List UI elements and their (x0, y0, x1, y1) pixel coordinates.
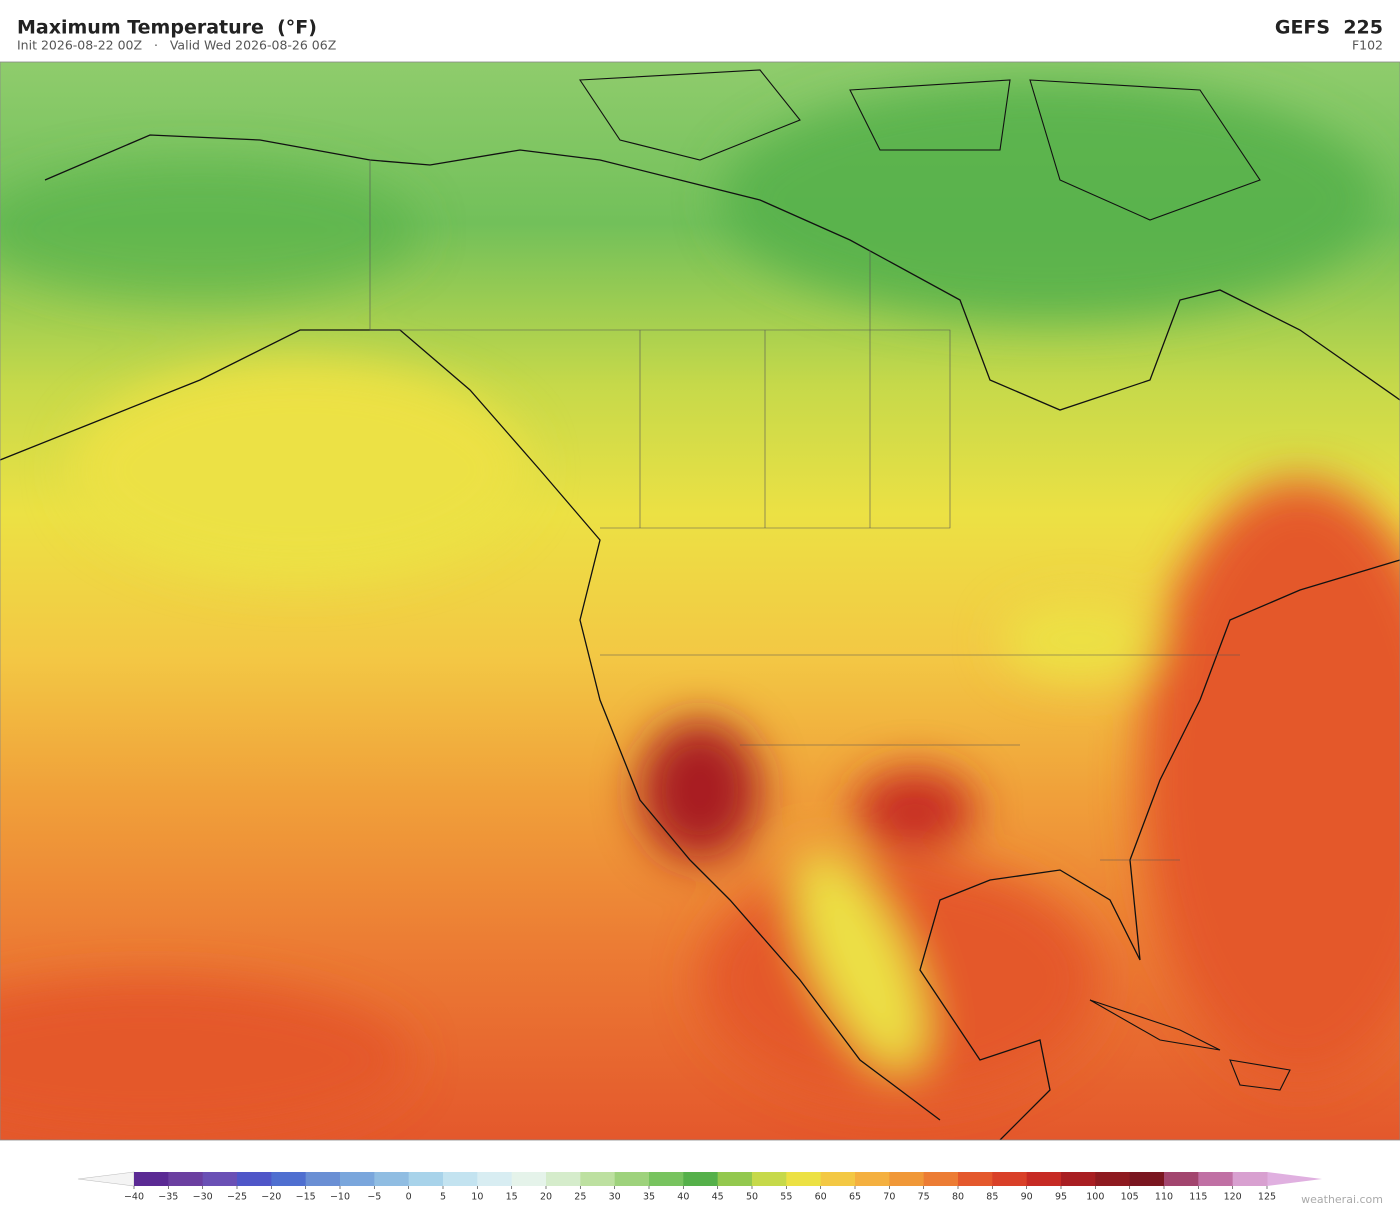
colorbar-segment (1129, 1172, 1165, 1186)
colorbar-tick-label: 25 (574, 1192, 586, 1203)
colorbar-segment (992, 1172, 1028, 1186)
colorbar-tick-label: −30 (193, 1192, 213, 1203)
colorbar-segment (614, 1172, 650, 1186)
colorbar-segment (443, 1172, 478, 1186)
colorbar-tick-label: −5 (367, 1192, 381, 1203)
subtitle: Init 2026-08-22 00Z · Valid Wed 2026-08-… (17, 38, 336, 53)
colorbar-segment (340, 1172, 375, 1186)
colorbar-tick-label: 30 (609, 1192, 621, 1203)
colorbar-tick-label: 75 (918, 1192, 930, 1203)
colorbar-tick-label: 50 (746, 1192, 758, 1203)
colorbar-segment (717, 1172, 753, 1186)
colorbar-tick-label: 35 (643, 1192, 655, 1203)
colorbar-segment (580, 1172, 616, 1186)
colorbar-tick-label: 95 (1055, 1192, 1067, 1203)
colorbar: −40 −35 −30 −25 −20 −15 −10 −5 0 5 10 15 20 25 30 35 40 4… (77, 1171, 1322, 1203)
coastline (0, 134, 1400, 1140)
colorbar-tick-label: 5 (440, 1192, 446, 1203)
colorbar-tick-label: 60 (815, 1192, 827, 1203)
colorbar-segment (855, 1172, 890, 1186)
colorbar-tick-label: 105 (1121, 1192, 1139, 1203)
colorbar-segment (820, 1172, 856, 1186)
islands (579, 69, 1291, 1091)
field-blobs (0, 80, 1400, 1140)
colorbar-tick-label: −10 (330, 1192, 350, 1203)
colorbar-tick-label: 85 (986, 1192, 998, 1203)
colorbar-segment (649, 1172, 684, 1186)
colorbar-tick-label: 70 (883, 1192, 895, 1203)
colorbar-tick-label: −20 (261, 1192, 281, 1203)
colorbar-segment (1026, 1172, 1062, 1186)
colorbar-segment (134, 1172, 169, 1186)
model-label: GEFS 225 (1275, 17, 1383, 39)
colorbar-segment (408, 1172, 444, 1186)
colorbar-segment (511, 1172, 547, 1186)
colorbar-segment (752, 1172, 787, 1186)
colorbar-tick-label: 20 (540, 1192, 552, 1203)
colorbar-tick-label: 65 (849, 1192, 861, 1203)
map-frame (0, 61, 1400, 1141)
colorbar-tick-label: 40 (677, 1192, 689, 1203)
colorbar-tick-label: 100 (1086, 1192, 1104, 1203)
colorbar-segment (683, 1172, 719, 1186)
colorbar-segment (271, 1172, 307, 1186)
borders (369, 160, 1240, 861)
map (0, 62, 1400, 1140)
colorbar-over (1267, 1172, 1322, 1186)
colorbar-tick-label: 125 (1258, 1192, 1276, 1203)
colorbar-segment (889, 1172, 925, 1186)
colorbar-segment (1232, 1172, 1268, 1186)
colorbar-tick-label: 80 (952, 1192, 964, 1203)
colorbar-tick-label: 15 (506, 1192, 518, 1203)
colorbar-tick-label: 55 (780, 1192, 792, 1203)
colorbar-segment (237, 1172, 272, 1186)
colorbar-under (77, 1171, 135, 1187)
colorbar-segment (786, 1172, 822, 1186)
colorbar-tick-label: 115 (1189, 1192, 1207, 1203)
colorbar-tick-label: −25 (227, 1192, 247, 1203)
title: Maximum Temperature (°F) (17, 17, 317, 39)
colorbar-segment (1095, 1172, 1131, 1186)
colorbar-segment (958, 1172, 993, 1186)
colorbar-tick-label: 45 (712, 1192, 724, 1203)
colorbar-tick-label: 0 (406, 1192, 412, 1203)
colorbar-segment (1198, 1172, 1234, 1186)
colorbar-segment (1061, 1172, 1096, 1186)
colorbar-segment (305, 1172, 341, 1186)
colorbar-tick-label: 120 (1224, 1192, 1242, 1203)
colorbar-tick-label: −40 (124, 1192, 144, 1203)
forecast-hour: F102 (1352, 38, 1383, 53)
colorbar-tick-label: 10 (471, 1192, 483, 1203)
colorbar-tick-label: −15 (296, 1192, 316, 1203)
colorbar-segment (1164, 1172, 1199, 1186)
colorbar-segment (923, 1172, 959, 1186)
colorbar-segment (477, 1172, 513, 1186)
colorbar-segment (374, 1172, 410, 1186)
colorbar-segment (202, 1172, 238, 1186)
colorbar-tick-label: 110 (1155, 1192, 1173, 1203)
colorbar-tick-label: 90 (1021, 1192, 1033, 1203)
colorbar-segment (546, 1172, 581, 1186)
colorbar-tick-label: −35 (158, 1192, 178, 1203)
colorbar-segment (168, 1172, 204, 1186)
watermark: weatherai.com (1301, 1193, 1383, 1206)
